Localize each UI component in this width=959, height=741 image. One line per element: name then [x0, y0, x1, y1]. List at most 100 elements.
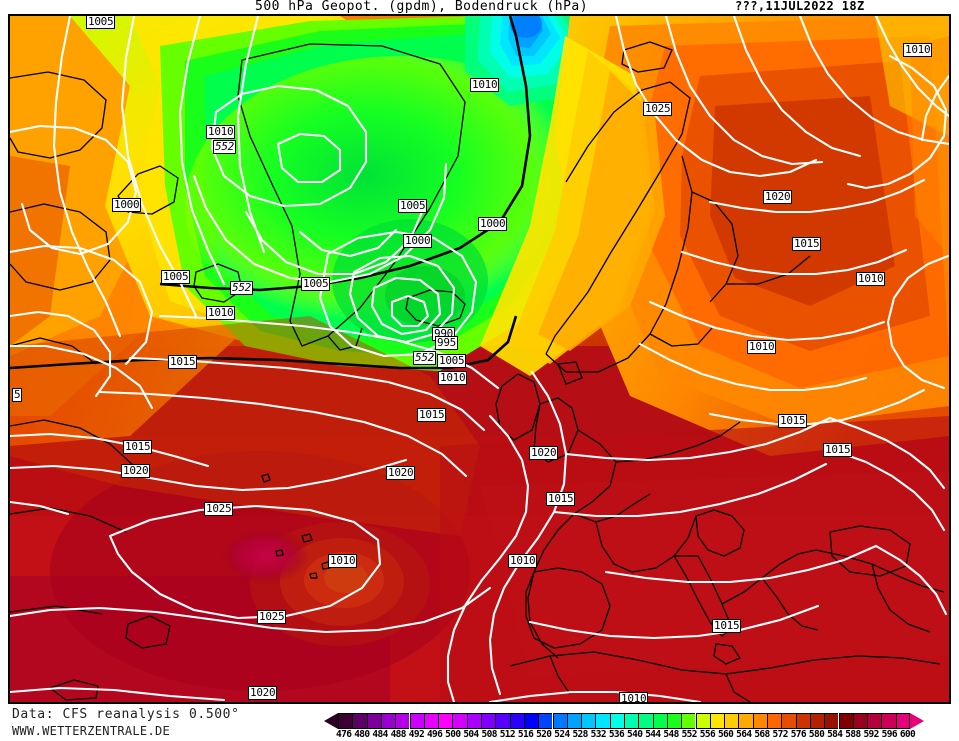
colorbar-swatch	[466, 713, 481, 729]
colorbar-tick-labels: 476 480 484 488 492 496 500 504 508 512 516 520 524 5…	[0, 729, 959, 741]
contour-label: 552	[413, 351, 436, 365]
colorbar-low-arrow	[324, 713, 338, 729]
colorbar[interactable]	[324, 713, 924, 729]
data-source-label: Data: CFS reanalysis 0.500°	[12, 707, 240, 722]
colorbar-tick: 544	[645, 729, 661, 740]
contour-label: 1015	[712, 619, 742, 633]
colorbar-swatch	[552, 713, 567, 729]
contour-label: 1000	[478, 217, 508, 231]
contour-label: 1005	[86, 15, 116, 29]
colorbar-swatch	[767, 713, 782, 729]
colorbar-swatch	[395, 713, 410, 729]
colorbar-swatch	[795, 713, 810, 729]
contour-label: 1010	[619, 692, 649, 704]
contour-label: 1005	[161, 270, 191, 284]
contour-label: 1020	[248, 686, 278, 700]
colorbar-swatch	[595, 713, 610, 729]
contour-label: 1010	[438, 371, 468, 385]
colorbar-swatch	[824, 713, 839, 729]
colorbar-swatch	[495, 713, 510, 729]
contour-label: 1010	[747, 340, 777, 354]
colorbar-swatch	[852, 713, 868, 729]
colorbar-swatch	[352, 713, 367, 729]
colorbar-tick: 596	[881, 729, 898, 740]
contour-label: 1010	[903, 43, 933, 57]
colorbar-tick: 512	[499, 729, 516, 740]
colorbar-tick: 568	[754, 729, 770, 740]
colorbar-tick: 572	[772, 729, 789, 740]
colorbar-swatch	[695, 713, 710, 729]
contour-label: 1005	[301, 277, 331, 291]
contour-label: 1005	[437, 354, 467, 368]
colorbar-tick: 492	[408, 729, 425, 740]
colorbar-tick: 496	[426, 729, 443, 740]
contour-label: 1010	[206, 125, 236, 139]
colorbar-swatch	[423, 713, 439, 729]
colorbar-tick: 564	[736, 729, 752, 740]
colorbar-tick: 528	[572, 729, 588, 740]
page-title: 500 hPa Geopot. (gpdm), Bodendruck (hPa)	[255, 0, 589, 14]
contour-label: 5	[12, 388, 23, 402]
colorbar-tick: 592	[863, 729, 879, 740]
colorbar-swatch	[366, 713, 381, 729]
colorbar-tick: 548	[663, 729, 679, 740]
colorbar-swatch	[724, 713, 739, 729]
map-frame[interactable]: 1005 1010 1010 1025 1010 552 1020 1000 1005 1000 1…	[8, 14, 951, 704]
contour-label: 1010	[470, 78, 500, 92]
contour-label: 1015	[417, 408, 447, 422]
colorbar-swatch	[509, 713, 524, 729]
contour-label: 552	[213, 140, 236, 154]
colorbar-swatch	[609, 713, 624, 729]
colorbar-swatch	[566, 713, 582, 729]
colorbar-swatch	[752, 713, 767, 729]
colorbar-tick: 484	[372, 729, 388, 740]
colorbar-swatches	[324, 713, 924, 729]
contour-label: 1000	[403, 234, 433, 248]
colorbar-tick: 576	[790, 729, 807, 740]
colorbar-tick: 600	[899, 729, 916, 740]
colorbar-swatch	[895, 713, 910, 729]
colorbar-swatch	[867, 713, 882, 729]
colorbar-tick: 520	[536, 729, 552, 740]
colorbar-tick: 480	[354, 729, 370, 740]
colorbar-tick: 556	[699, 729, 716, 740]
colorbar-swatch	[452, 713, 467, 729]
colorbar-swatch	[523, 713, 539, 729]
contour-label: 1025	[204, 502, 234, 516]
colorbar-tick: 476	[336, 729, 352, 740]
contour-label: 1025	[643, 102, 673, 116]
colorbar-swatch	[581, 713, 596, 729]
contour-label: 1020	[386, 466, 416, 480]
colorbar-swatch	[681, 713, 696, 729]
contour-label: 1015	[168, 355, 198, 369]
contour-label: 1015	[792, 237, 822, 251]
website-label: WWW.WETTERZENTRALE.DE	[12, 724, 171, 738]
colorbar-tick: 532	[590, 729, 607, 740]
colorbar-swatch	[781, 713, 796, 729]
colorbar-swatch	[738, 713, 753, 729]
colorbar-swatch	[438, 713, 453, 729]
colorbar-swatch	[666, 713, 682, 729]
colorbar-swatch	[809, 713, 825, 729]
contour-label: 1005	[398, 199, 428, 213]
colorbar-tick: 500	[445, 729, 461, 740]
colorbar-tick: 516	[517, 729, 534, 740]
colorbar-swatch	[838, 713, 853, 729]
colorbar-tick: 504	[463, 729, 479, 740]
contour-label: 995	[435, 336, 458, 350]
colorbar-tick: 540	[627, 729, 643, 740]
contour-label: 1015	[546, 492, 576, 506]
colorbar-tick: 488	[390, 729, 407, 740]
header-bar: 500 hPa Geopot. (gpdm), Bodendruck (hPa)…	[0, 0, 959, 14]
colorbar-tick: 536	[608, 729, 625, 740]
contour-label: 1025	[257, 610, 287, 624]
contour-label: 10	[949, 356, 951, 370]
colorbar-swatch	[538, 713, 553, 729]
colorbar-tick: 508	[481, 729, 498, 740]
contour-label: 1000	[112, 198, 142, 212]
colorbar-swatch	[380, 713, 396, 729]
colorbar-tick: 584	[827, 729, 843, 740]
colorbar-swatch	[481, 713, 496, 729]
contour-label: 1020	[121, 464, 151, 478]
